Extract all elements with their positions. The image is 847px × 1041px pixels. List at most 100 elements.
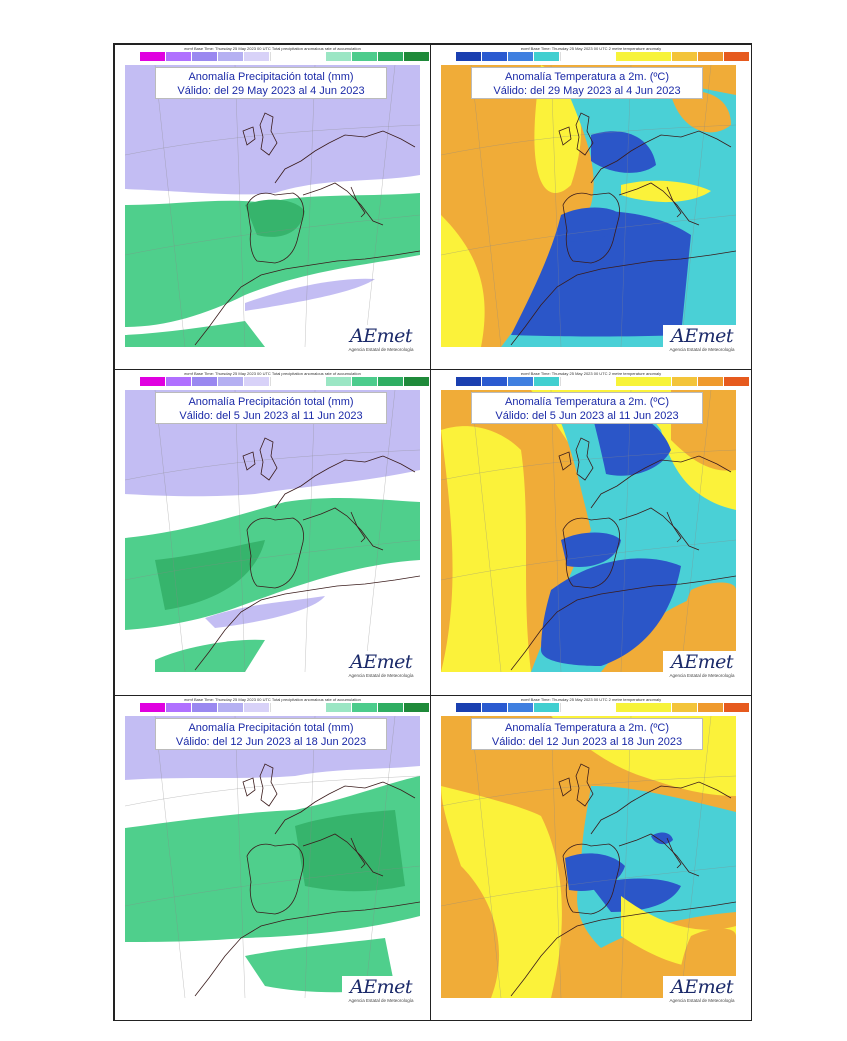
logo-subtitle: Agencia Estatal de Meteorología (348, 998, 414, 1003)
legend-swatch (404, 52, 430, 61)
panel-temp-week1: ecmf Base Time: Thursday 25 May 2023 00 … (430, 44, 752, 370)
legend-swatch (508, 703, 534, 712)
legend-swatch (352, 377, 378, 386)
legend-swatch (140, 52, 166, 61)
logo-subtitle: Agencia Estatal de Meteorología (669, 673, 735, 678)
coastline (194, 901, 420, 997)
coastline (274, 455, 416, 509)
map-area (441, 716, 736, 998)
graticule-line (550, 716, 562, 998)
graticule-line (680, 390, 712, 672)
aemet-logo: AEmet Agencia Estatal de Meteorología (663, 651, 741, 687)
coastline (562, 517, 620, 589)
base-time-label: ecmf Base Time: Thursday 25 May 2023 00 … (520, 46, 662, 51)
legend-swatch (698, 703, 724, 712)
coastline (510, 575, 736, 671)
logo-wordmark: AEmet (350, 651, 412, 673)
legend-swatch (378, 703, 404, 712)
valid-period: Válido: del 12 Jun 2023 al 18 Jun 2023 (491, 736, 683, 748)
temp-anomaly-area (441, 426, 531, 672)
legend-swatch (456, 703, 482, 712)
legend-swatch (352, 52, 378, 61)
color-legend (456, 377, 750, 386)
legend-bar: ecmf Base Time: Thursday 25 May 2023 00 … (431, 45, 751, 65)
graticule-line (154, 716, 186, 998)
coastline (590, 455, 732, 509)
graticule-line (234, 65, 246, 347)
logo-wordmark: AEmet (671, 651, 733, 673)
panel-precip-week1: ecmf Base Time: Thursday 25 May 2023 00 … (114, 44, 431, 370)
graticule-line (441, 775, 736, 807)
legend-swatch (244, 703, 270, 712)
legend-swatch (326, 377, 352, 386)
valid-period: Válido: del 5 Jun 2023 al 11 Jun 2023 (495, 410, 679, 422)
temp-anomaly-area (511, 211, 691, 337)
legend-swatch (534, 52, 560, 61)
base-time-label: ecmf Base Time: Thursday 25 May 2023 00 … (184, 697, 361, 702)
legend-swatch (508, 377, 534, 386)
valid-period: Válido: del 29 May 2023 al 4 Jun 2023 (177, 85, 365, 97)
graticule-line (304, 65, 316, 347)
legend-swatch (218, 703, 244, 712)
color-legend (140, 703, 430, 712)
map-title: Anomalía Temperatura a 2m. (ºC) (505, 722, 669, 734)
temp-anomaly-area (651, 832, 673, 845)
graticule-line (550, 65, 562, 347)
coastline (259, 112, 278, 156)
temp-anomaly-area (591, 878, 681, 912)
valid-period: Válido: del 12 Jun 2023 al 18 Jun 2023 (175, 736, 367, 748)
precip-anomaly-area (125, 193, 420, 327)
legend-swatch (616, 377, 672, 386)
coastline (246, 843, 304, 915)
map-title-box: Anomalía Temperatura a 2m. (ºC) Válido: … (471, 718, 703, 750)
logo-subtitle: Agencia Estatal de Meteorología (669, 347, 735, 352)
color-legend (140, 377, 430, 386)
temp-anomaly-area (591, 407, 671, 476)
legend-swatch (456, 52, 482, 61)
logo-wordmark: AEmet (671, 325, 733, 347)
legend-swatch (560, 377, 616, 386)
graticule-line (304, 390, 316, 672)
precip-anomaly-area (155, 540, 265, 610)
graticule-line (620, 390, 632, 672)
graticule-line (470, 390, 502, 672)
legend-swatch (326, 52, 352, 61)
graticule-line (154, 390, 186, 672)
graticule-line (441, 539, 736, 581)
logo-subtitle: Agencia Estatal de Meteorología (348, 347, 414, 352)
coastline (562, 192, 620, 264)
legend-swatch (166, 703, 192, 712)
graticule-line (441, 449, 736, 481)
precip-anomaly-area (125, 321, 265, 347)
map-title-box: Anomalía Temperatura a 2m. (ºC) Válido: … (471, 67, 703, 99)
coastline (590, 781, 732, 835)
coastline (302, 182, 384, 226)
map-area (125, 716, 420, 998)
legend-swatch (560, 703, 616, 712)
graticule-line (234, 390, 246, 672)
legend-swatch (508, 52, 534, 61)
map-svg (441, 65, 736, 347)
map-title: Anomalía Precipitación total (mm) (188, 396, 354, 408)
coastline (575, 112, 594, 156)
legend-swatch (218, 52, 244, 61)
graticule-line (550, 390, 562, 672)
map-svg (441, 716, 736, 998)
coastline (302, 833, 384, 877)
precip-anomaly-area (245, 278, 375, 311)
panel-precip-week2: ecmf Base Time: Thursday 25 May 2023 00 … (114, 369, 431, 696)
coastline (590, 130, 732, 184)
coastline (274, 130, 416, 184)
map-title: Anomalía Precipitación total (mm) (188, 71, 354, 83)
legend-swatch (270, 703, 326, 712)
valid-period: Válido: del 29 May 2023 al 4 Jun 2023 (493, 85, 681, 97)
coastline (194, 575, 420, 671)
legend-swatch (698, 52, 724, 61)
forecast-grid: ecmf Base Time: Thursday 25 May 2023 00 … (113, 43, 752, 1021)
map-title-box: Anomalía Precipitación total (mm) Válido… (155, 67, 387, 99)
legend-swatch (166, 377, 192, 386)
legend-bar: ecmf Base Time: Thursday 25 May 2023 00 … (431, 696, 751, 716)
coastline (618, 833, 700, 877)
legend-swatch (616, 52, 672, 61)
precip-anomaly-area (155, 639, 265, 672)
